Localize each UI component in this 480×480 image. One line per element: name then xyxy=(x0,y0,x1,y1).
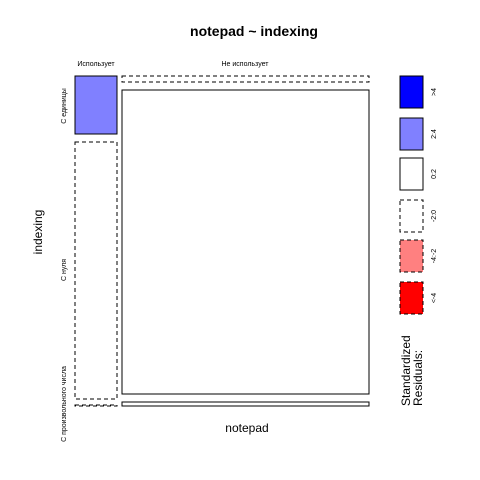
column-label-uses: Использует xyxy=(77,61,115,68)
legend-box-gt4 xyxy=(399,75,424,109)
legend: >4 2:4 0:2 -2:0 -4:-2 <-4 Standardized R… xyxy=(399,75,438,406)
tile-not-uses-from-one xyxy=(121,75,370,83)
legend-label-gt4: >4 xyxy=(431,88,438,96)
tile-not-uses-arbitrary xyxy=(121,401,370,407)
row-label-arbitrary: С произвольного числа xyxy=(61,366,68,442)
column-label-not-uses: Не использует xyxy=(222,61,270,68)
legend-label-2-4: 2:4 xyxy=(431,129,438,139)
legend-label-0-2: 0:2 xyxy=(431,169,438,179)
tile-uses-from-one xyxy=(74,75,118,135)
row-label-from-one: С единицы xyxy=(61,88,68,124)
legend-box-2-4 xyxy=(399,117,424,151)
legend-box-lt-neg4 xyxy=(399,281,424,315)
legend-title-line-1: Standardized xyxy=(399,335,413,406)
legend-label-lt-neg4: <-4 xyxy=(431,293,438,303)
y-axis-title: indexing xyxy=(31,210,45,255)
x-axis-title: notepad xyxy=(225,421,268,435)
legend-label-neg2-0: -2:0 xyxy=(431,210,438,222)
tile-uses-arbitrary xyxy=(74,404,118,407)
legend-box-neg2-0 xyxy=(399,199,424,233)
legend-box-neg4-neg2 xyxy=(399,239,424,273)
tile-uses-from-zero xyxy=(74,141,118,400)
tile-not-uses-from-zero xyxy=(121,89,370,395)
legend-box-0-2 xyxy=(399,157,424,191)
row-label-from-zero: С нуля xyxy=(61,259,68,281)
legend-label-neg4-neg2: -4:-2 xyxy=(431,249,438,264)
legend-title-line-2: Residuals: xyxy=(411,350,425,406)
chart-title: notepad ~ indexing xyxy=(190,23,318,39)
